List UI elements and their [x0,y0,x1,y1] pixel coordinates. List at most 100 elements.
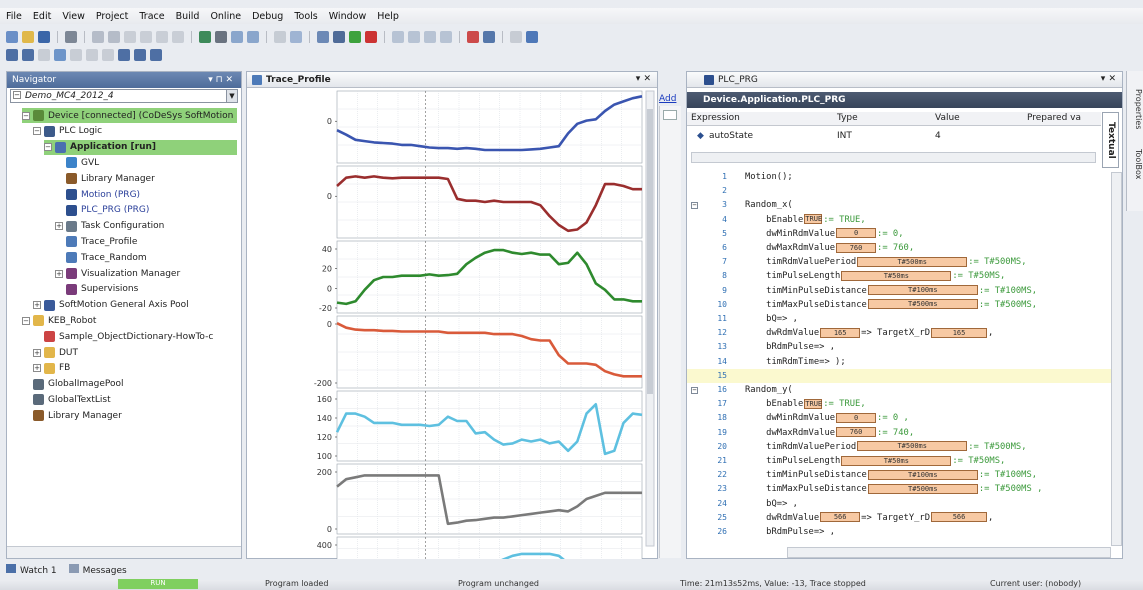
online-value-box[interactable]: 566 [820,512,861,523]
project-combo[interactable]: Demo_MC4_2012_4 − ▼ [10,89,238,103]
cfc-return-icon[interactable] [86,49,98,61]
expand-icon[interactable]: + [33,364,41,373]
online-value-box[interactable]: 165 [931,327,988,338]
tree-item[interactable]: Library Manager [22,408,122,423]
menu-build[interactable]: Build [175,10,200,22]
tree-item[interactable]: GVL [55,155,99,170]
cfc-output-icon[interactable] [22,49,34,61]
tree-item[interactable]: − KEB_Robot [22,313,96,328]
new-project-icon[interactable] [6,31,18,43]
panel-controls-icon[interactable]: ▾ ⊓ ✕ [208,75,233,85]
find-icon[interactable] [215,31,227,43]
expand-icon[interactable]: + [33,301,41,310]
code-line[interactable]: 12 dwRdmValue 165 => TargetX_rD 165, [687,326,1112,340]
code-line[interactable]: 25 dwRdmValue 566 => TargetY_rD 566, [687,511,1112,525]
trace-channel[interactable]: 160 140 120 100 [317,390,643,462]
cfc-box-icon[interactable] [38,49,50,61]
online-value-box[interactable]: 760 [836,427,877,438]
tree-item[interactable]: Supervisions [55,282,138,297]
code-line[interactable]: 9 timMinPulseDistance T#100ms:= T#100MS, [687,284,1112,298]
col-expression[interactable]: Expression [691,113,740,123]
trace-channel[interactable]: 0 -200 [314,315,643,389]
cfc-input-icon[interactable] [6,49,18,61]
navigator-hscrollbar[interactable] [7,546,241,558]
watch-row[interactable]: ◆ autoState INT 4 [687,130,1101,144]
cfc-label-icon[interactable] [70,49,82,61]
tree-item[interactable]: + FB [33,361,70,376]
online-value-box[interactable]: T#500ms [867,299,978,310]
watch1-tab[interactable]: Watch 1 [6,563,57,576]
collapse-icon[interactable]: − [691,386,698,394]
menu-online[interactable]: Online [210,10,242,22]
textual-tab[interactable]: Textual [1102,112,1119,168]
step-out-icon[interactable] [424,31,436,43]
code-line[interactable]: 18 dwMinRdmValue 0:= 0 , [687,411,1112,425]
menu-window[interactable]: Window [328,10,367,22]
grid-icon[interactable] [150,49,162,61]
properties-tab[interactable]: Properties [1134,89,1143,130]
write-values-icon[interactable] [483,31,495,43]
build-icon[interactable] [199,31,211,43]
collapse-icon[interactable]: − [33,127,41,136]
col-value[interactable]: Value [935,113,960,123]
trace-tab[interactable]: Trace_Profile ▾ ✕ [247,72,657,88]
tree-item[interactable]: PLC_PRG (PRG) [55,203,149,218]
code-line[interactable]: 7 timRdmValuePeriod T#500ms:= T#500MS, [687,255,1112,269]
tree-item[interactable]: GlobalImagePool [22,377,124,392]
tree-item[interactable]: + Task Configuration [55,219,164,234]
online-value-box[interactable]: T#50ms [841,270,952,281]
copy-icon[interactable] [140,31,152,43]
scroll-thumb[interactable] [647,109,653,394]
force-icon[interactable] [467,31,479,43]
trace-channel[interactable]: 0 [327,165,643,239]
toolbox-tab[interactable]: ToolBox [1134,149,1143,180]
tree-item[interactable]: GlobalTextList [22,392,111,407]
tree-item[interactable]: − PLC Logic [33,124,102,139]
login-icon[interactable] [290,31,302,43]
code-line[interactable]: 22 timMinPulseDistance T#100ms:= T#100MS, [687,468,1112,482]
online-icon[interactable] [274,31,286,43]
code-editor[interactable]: 1 Motion(); 2 − 3 Random_x(4 bEnable TRUE:= TR… [687,170,1112,546]
download-icon[interactable] [317,31,329,43]
tree-item[interactable]: Library Manager [55,171,155,186]
code-hscrollbar[interactable] [787,547,1111,558]
close-icon[interactable]: ▾ ✕ [1100,74,1116,84]
online-value-box[interactable]: T#500ms [857,441,968,452]
menu-debug[interactable]: Debug [252,10,284,22]
online-value-box[interactable]: 0 [836,412,877,423]
menu-help[interactable]: Help [377,10,399,22]
menu-view[interactable]: View [62,10,85,22]
online-value-box[interactable]: TRUE [804,398,823,409]
code-line[interactable]: 15 [687,368,1112,383]
menu-trace[interactable]: Trace [139,10,165,22]
menu-project[interactable]: Project [95,10,129,22]
chevron-down-icon[interactable]: ▼ [226,90,237,102]
print-icon[interactable] [65,31,77,43]
online-value-box[interactable]: T#100ms [867,469,978,480]
code-line[interactable]: 14 timRdmTime=> ); [687,355,1112,369]
collapse-icon[interactable]: − [44,143,52,152]
menu-edit[interactable]: Edit [32,10,52,22]
online-value-box[interactable]: 165 [820,327,861,338]
logout-icon[interactable] [333,31,345,43]
tree-item[interactable]: − Device [connected] (CoDeSys SoftMotion [22,108,237,123]
code-line[interactable]: 17 bEnable TRUE:= TRUE, [687,397,1112,411]
watch-hscrollbar[interactable] [691,152,1096,163]
code-line[interactable]: 20 timRdmValuePeriod T#500ms:= T#500MS, [687,440,1112,454]
tree-item[interactable]: + DUT [33,345,78,360]
code-line[interactable]: 13 bRdmPulse=> , [687,340,1112,354]
redo-icon[interactable] [108,31,120,43]
connect-icon[interactable] [134,49,146,61]
online-value-box[interactable]: 566 [931,512,988,523]
replace-icon[interactable] [231,31,243,43]
select-icon[interactable] [118,49,130,61]
trace-channel[interactable]: 400200 [317,536,643,559]
collapse-icon[interactable]: − [691,201,698,210]
online-value-box[interactable]: T#50ms [841,455,952,466]
cut-icon[interactable] [124,31,136,43]
tree-item[interactable]: Trace_Random [55,250,147,265]
code-line[interactable]: 4 bEnable TRUE:= TRUE, [687,213,1112,227]
open-project-icon[interactable] [22,31,34,43]
code-line[interactable]: 26 bRdmPulse=> , [687,525,1112,539]
